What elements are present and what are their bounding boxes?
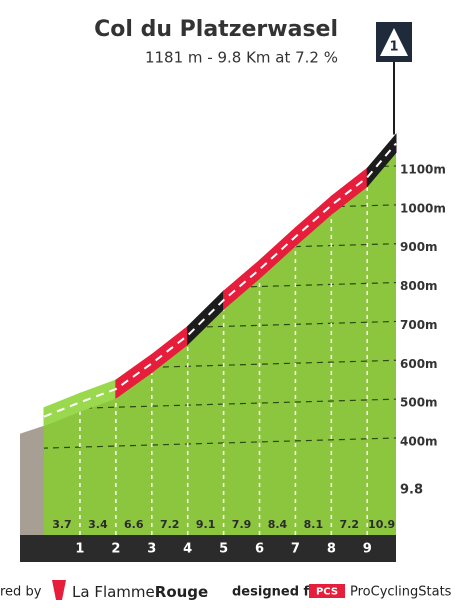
chart-title: Col du Platzerwasel xyxy=(94,17,338,42)
x-tick-label: 2 xyxy=(111,542,120,557)
footer-site: ProCyclingStats xyxy=(350,585,452,600)
gradient-label: 7.2 xyxy=(340,518,360,531)
gradient-label: 3.4 xyxy=(88,518,108,531)
pcs-logo xyxy=(309,584,345,598)
x-tick-label: 1 xyxy=(75,542,84,557)
gradient-label: 7.2 xyxy=(160,518,180,531)
brand-a: La FlammeRouge xyxy=(72,583,208,601)
footer-powered: red by xyxy=(0,585,42,600)
base-band xyxy=(20,535,396,562)
pcs-text: PCS xyxy=(316,587,338,598)
marker-label: 1 xyxy=(389,40,398,55)
x-tick-label: 7 xyxy=(291,542,300,557)
flamme-logo xyxy=(52,580,66,600)
gradient-label: 7.9 xyxy=(232,518,252,531)
x-tick-label: 4 xyxy=(183,542,192,557)
x-tick-label: 8 xyxy=(327,542,336,557)
y-tick-label: 1000m xyxy=(400,201,446,215)
y-tick-label: 800m xyxy=(400,279,438,293)
marker-triangle xyxy=(380,28,408,56)
side-face xyxy=(20,425,44,535)
gradient-label: 9.1 xyxy=(196,518,216,531)
x-end-label: 9.8 xyxy=(400,483,423,498)
grid-line xyxy=(44,398,396,411)
footer: red by La FlammeRouge designed for PCS P… xyxy=(0,580,452,601)
x-tick-label: 6 xyxy=(255,542,264,557)
y-tick-label: 900m xyxy=(400,240,438,254)
y-tick-label: 400m xyxy=(400,435,438,449)
y-tick-label: 500m xyxy=(400,396,438,410)
grid-line xyxy=(44,320,396,333)
gradient-label: 8.1 xyxy=(304,518,324,531)
chart-subtitle: 1181 m - 9.8 Km at 7.2 % xyxy=(145,49,338,67)
x-tick-label: 5 xyxy=(219,542,228,557)
gradient-label: 10.9 xyxy=(368,518,395,531)
profile-line xyxy=(43,142,397,418)
x-tick-label: 3 xyxy=(147,542,156,557)
y-tick-label: 1100m xyxy=(400,163,446,177)
grid-line xyxy=(44,359,396,372)
gradient-label: 6.6 xyxy=(124,518,144,531)
grid-line xyxy=(44,437,396,450)
gradient-segment xyxy=(366,133,397,188)
profile-body xyxy=(44,134,396,536)
x-tick-label: 9 xyxy=(363,542,372,557)
grid-line xyxy=(44,165,396,178)
footer-designed: designed for xyxy=(232,585,325,600)
gradient-label: 8.4 xyxy=(268,518,288,531)
gradient-label: 3.7 xyxy=(52,518,72,531)
y-tick-label: 600m xyxy=(400,357,438,371)
y-tick-label: 700m xyxy=(400,318,438,332)
